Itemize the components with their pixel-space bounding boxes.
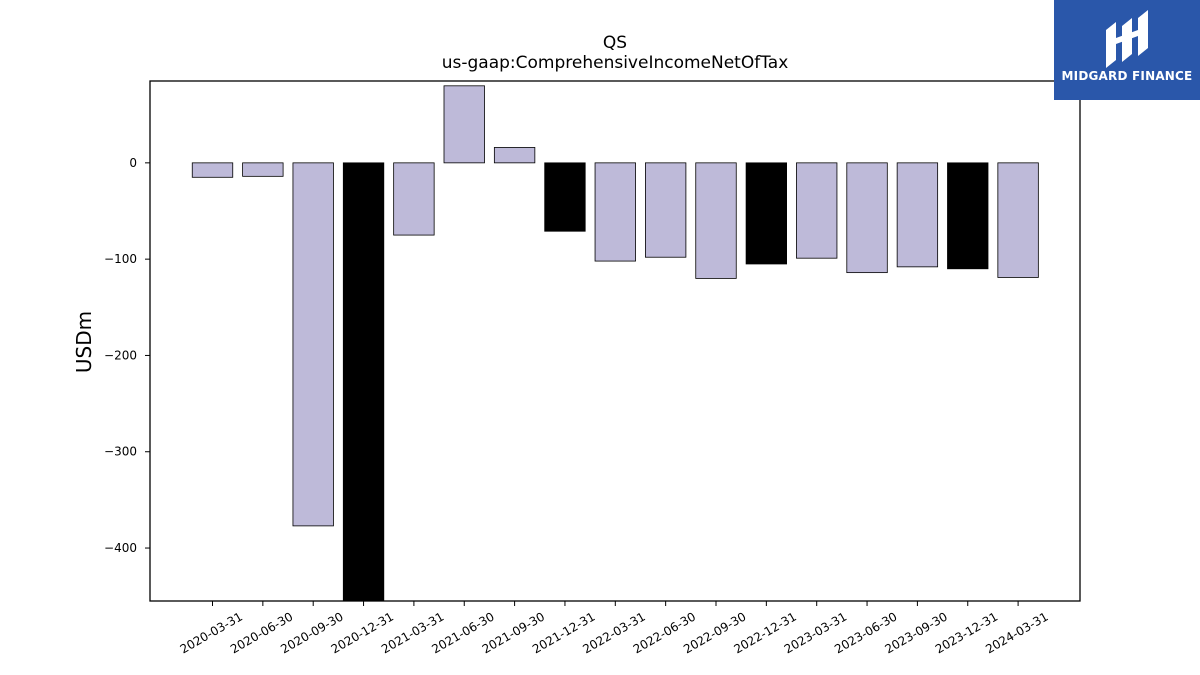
bar-2020-09-30 — [292, 162, 334, 527]
y-axis: 0 −100 −200 −300 −400 — [104, 156, 150, 555]
brand-name: MIDGARD FINANCE — [1061, 69, 1193, 83]
chart-subtitle: us-gaap:ComprehensiveIncomeNetOfTax — [442, 53, 789, 73]
midgard-logo-icon — [1106, 10, 1148, 68]
bar-2021-12-31 — [544, 162, 586, 232]
y-tick-label: −300 — [104, 445, 137, 459]
bar-2022-03-31 — [594, 162, 636, 262]
y-axis-label: USDm — [72, 311, 96, 373]
bar-2023-06-30 — [846, 162, 888, 274]
y-tick-label: −100 — [104, 252, 137, 266]
bar-2023-03-31 — [796, 162, 838, 259]
y-tick-label: −400 — [104, 541, 137, 555]
bar-2024-03-31 — [997, 162, 1039, 278]
bar-2023-12-31 — [947, 162, 989, 270]
bar-2020-12-31 — [342, 162, 385, 602]
bar-2022-12-31 — [745, 162, 787, 265]
bar-2023-09-30 — [896, 162, 939, 268]
x-axis: 2020-03-312020-06-302020-09-302020-12-31… — [178, 601, 1051, 656]
y-tick-label: −200 — [104, 348, 137, 362]
brand-logo: MIDGARD FINANCE — [1054, 0, 1200, 100]
bar-2020-06-30 — [242, 162, 284, 177]
bar-2021-06-30 — [443, 85, 485, 164]
bar-2022-09-30 — [695, 162, 737, 279]
plot-frame — [149, 80, 1081, 602]
y-tick-label: 0 — [129, 156, 137, 170]
bar-2021-09-30 — [493, 147, 536, 164]
bar-2022-06-30 — [645, 162, 687, 258]
bars-group — [191, 85, 1039, 602]
bar-2021-03-31 — [393, 162, 435, 236]
chart-title: QS — [603, 33, 627, 53]
bar-2020-03-31 — [191, 162, 234, 178]
